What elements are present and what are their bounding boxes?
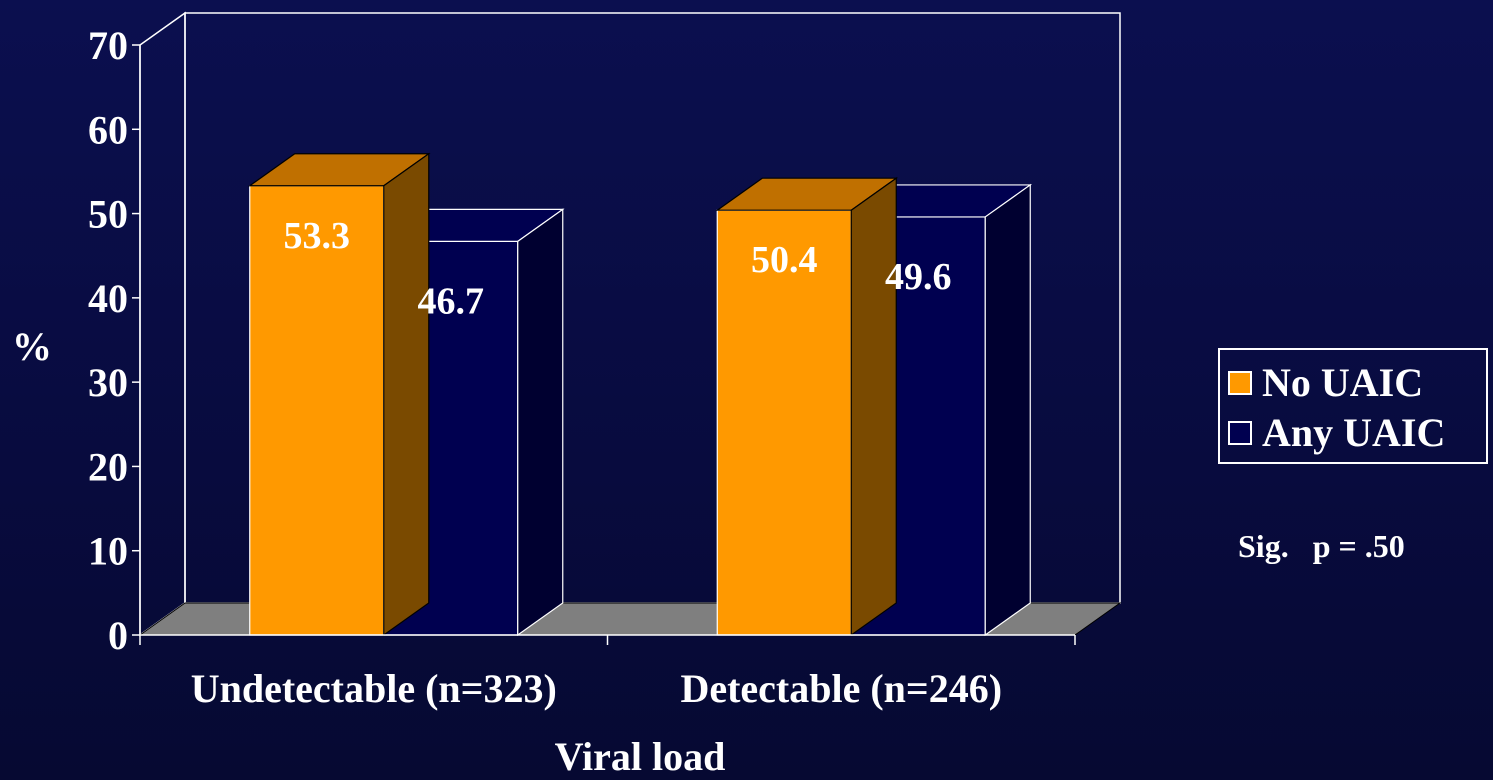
legend-item-no-uaic: No UAIC [1228,358,1486,408]
y-tick-label: 60 [88,107,128,152]
y-tick-label: 10 [88,529,128,574]
bar-side-face [984,183,1031,637]
bar-side-face [383,152,430,637]
legend-swatch-no-uaic [1228,371,1252,395]
side-wall [139,11,186,637]
data-label-any-uaic-undetectable-n-323: 46.7 [418,280,485,322]
y-tick-label: 70 [88,23,128,68]
x-category-label: Detectable (n=246) [680,666,1002,711]
y-tick-label: 0 [108,613,128,658]
legend: No UAIC Any UAIC [1218,348,1488,464]
bar-side-face [850,177,897,637]
y-tick-label: 50 [88,192,128,237]
data-labels: 53.3 46.7 50.4 49.6 [284,215,952,323]
axes [132,44,1076,645]
legend-label-any-uaic: Any UAIC [1262,410,1446,455]
legend-label-no-uaic: No UAIC [1262,360,1424,405]
bar-no-uaic-detectable-n-246 [715,177,899,637]
y-tick-label: 40 [88,276,128,321]
bar-no-uaic-undetectable-n-323 [247,152,431,637]
x-axis-title: Viral load [555,734,726,779]
bar-group [247,152,1033,637]
x-category-labels: Undetectable (n=323) Detectable (n=246) [191,666,1002,711]
legend-swatch-any-uaic [1228,421,1252,445]
y-axis-title: % [12,324,52,369]
y-tick-label: 20 [88,444,128,489]
y-tick-label: 30 [88,360,128,405]
bar-front-face [249,185,385,636]
y-tick-labels: 0 10 20 30 40 50 60 70 [88,23,128,658]
data-label-any-uaic-detectable-n-246: 49.6 [885,256,952,298]
legend-item-any-uaic: Any UAIC [1228,408,1486,458]
data-label-no-uaic-undetectable-n-323: 53.3 [284,215,351,257]
bar-side-face [517,208,564,637]
data-label-no-uaic-detectable-n-246: 50.4 [751,239,818,281]
x-category-label: Undetectable (n=323) [191,666,557,711]
significance-note: Sig. p = .50 [1238,528,1405,564]
